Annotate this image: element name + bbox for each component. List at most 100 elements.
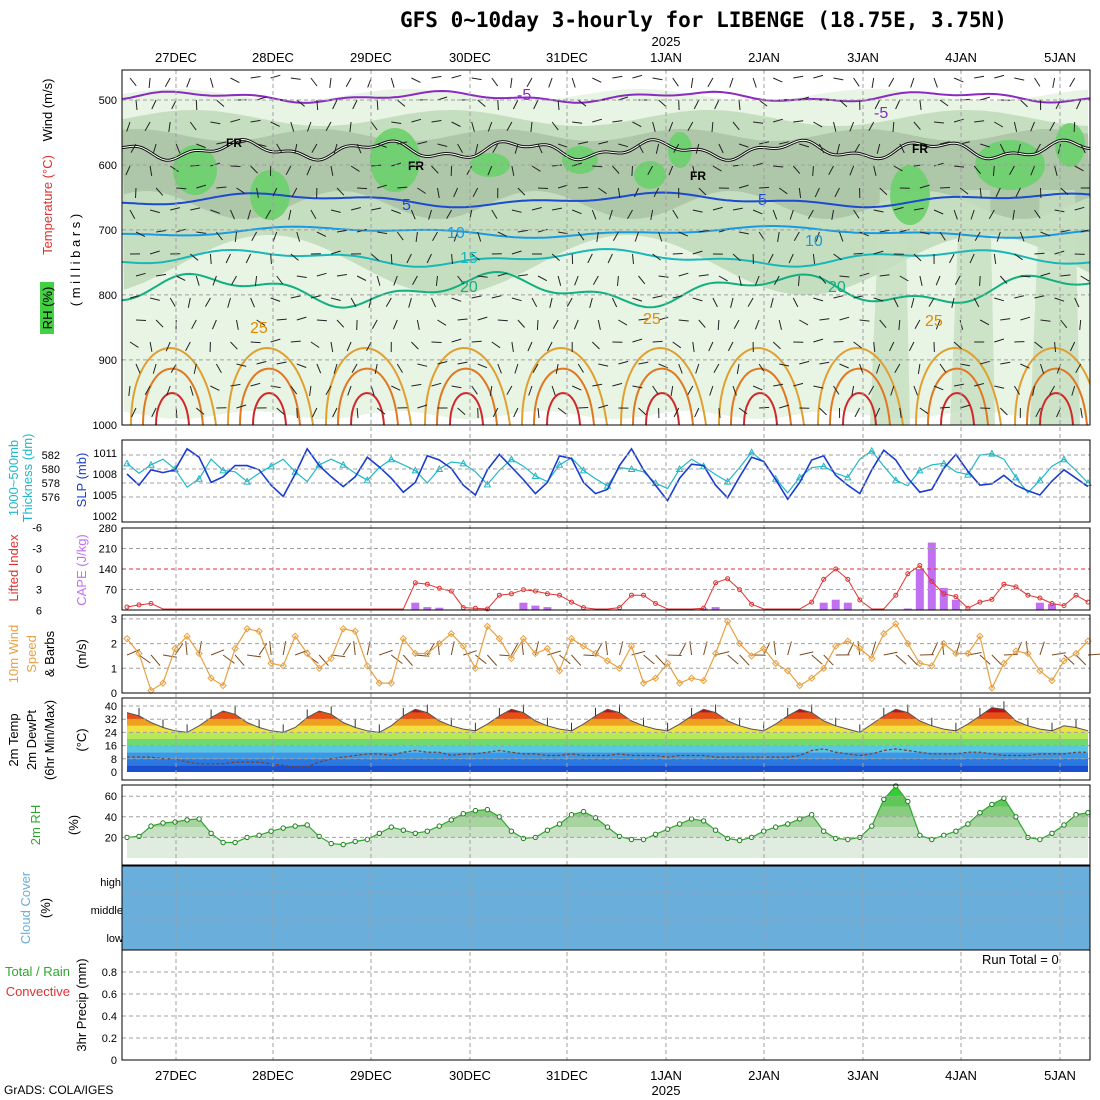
upper-wind-barb [632, 297, 643, 302]
li-point [1049, 601, 1055, 606]
upper-wind-barb [939, 406, 951, 409]
wind10-point [411, 649, 420, 658]
upper-wind-barb [732, 207, 743, 211]
upper-wind-barb [851, 385, 855, 396]
wind-axis-tick-label: 0 [111, 688, 117, 700]
upper-wind-barb [939, 141, 950, 145]
upper-wind-barb [471, 385, 478, 395]
wind10-barb [138, 654, 151, 664]
upper-wind-barb [417, 363, 428, 367]
upper-wind-barb [631, 165, 633, 177]
precip-axis-tick-label: 0.4 [102, 1011, 117, 1023]
upper-wind-barb [149, 209, 160, 214]
upper-wind-barb [128, 385, 131, 396]
upper-wind-barb [497, 272, 508, 277]
upper-wind-barb [126, 121, 131, 132]
upper-wind-barb [175, 275, 186, 281]
panel-frame-li [121, 527, 1091, 611]
wind10-point [339, 625, 347, 633]
upper-wind-barb [578, 141, 589, 145]
li-point [1001, 581, 1007, 587]
upper-wind-barb [672, 253, 683, 255]
upper-wind-barb [290, 385, 298, 395]
li-axis-tick-label: 3 [36, 585, 42, 597]
cape-bar [951, 599, 960, 610]
cape-axis-tick-label: 70 [105, 584, 117, 596]
contour-label-fr: FR [408, 159, 424, 173]
upper-wind-barb [176, 228, 186, 233]
cape-bar [543, 607, 552, 610]
upper-wind-barb [290, 340, 301, 343]
thickness-point [411, 466, 420, 474]
wind10-point [699, 676, 708, 685]
wind10-point [663, 659, 672, 668]
li-point [424, 581, 430, 587]
upper-wind-barb [432, 231, 438, 241]
rh-moist-blob-0 [173, 145, 217, 195]
rh2m-point [712, 827, 719, 833]
upper-wind-barb [814, 187, 820, 198]
wind10-point [255, 627, 263, 635]
wind10-barb [655, 654, 666, 666]
upper-wind-barb [898, 319, 901, 331]
li-point [484, 606, 490, 612]
upper-wind-barb [309, 385, 312, 396]
temp-contour-10 [122, 225, 1090, 239]
upper-wind-barb [779, 404, 789, 409]
dewpt2m-line [127, 748, 1088, 768]
wind10-point [579, 642, 588, 650]
upper-wind-barb [694, 407, 700, 418]
upper-wind-barb [528, 385, 533, 396]
li-point [905, 571, 911, 577]
upper-wind-barb [152, 363, 157, 374]
upper-wind-barb [492, 407, 499, 418]
upper-wind-barb [798, 187, 802, 198]
upper-wind-barb [798, 275, 800, 287]
wind10-barb [1063, 654, 1075, 665]
upper-wind-barb [668, 121, 674, 132]
panel-frame-thk [121, 439, 1091, 523]
panel-frame-wind [121, 614, 1091, 694]
cape-axis-tick-label: 140 [99, 564, 117, 576]
upper-wind-barb [1071, 385, 1076, 396]
thickness-point [795, 473, 804, 481]
wind10-point [495, 634, 504, 643]
li-point [821, 576, 827, 582]
upper-wind-barb [828, 165, 834, 176]
wind10-barb [162, 654, 177, 658]
wind10-point [831, 642, 840, 650]
upper-wind-barb [532, 363, 539, 373]
rh2m-point [893, 783, 899, 789]
upper-wind-barb [773, 165, 784, 168]
upper-wind-barb [256, 187, 259, 198]
upper-wind-barb [168, 121, 171, 132]
wind10-point [123, 634, 131, 643]
wind10-barb [258, 643, 268, 656]
temp-color-band [127, 707, 1088, 713]
upper-wind-barb [672, 77, 679, 87]
upper-wind-barb [839, 275, 850, 278]
rh2m-point [809, 812, 815, 818]
upper-wind-barb [1014, 77, 1025, 81]
upper-wind-barb [1009, 165, 1015, 175]
upper-wind-barb [1069, 77, 1076, 87]
li-axis-tick-label: -6 [32, 523, 42, 535]
upper-wind-barb [477, 316, 488, 321]
rh2m-point [688, 816, 695, 822]
cloud-label: Cloud Cover [18, 871, 33, 944]
rh-color-band [127, 806, 1088, 817]
upper-wind-barb [451, 253, 453, 265]
upper-wind-barb [587, 253, 593, 264]
upper-wind-barb [712, 206, 723, 211]
wind10-barb [547, 650, 561, 656]
upper-wind-barb [551, 253, 560, 261]
upper-wind-barb [999, 275, 1008, 284]
upper-wind-label: Wind (m/s) [40, 79, 55, 142]
upper-wind-barb [437, 143, 448, 147]
panel-frame-temp [121, 697, 1091, 781]
upper-wind-barb [979, 275, 981, 287]
upper-wind-barb [673, 407, 680, 418]
upper-axis-tick-label: 900 [99, 355, 117, 367]
wind10-barb [727, 654, 739, 665]
upper-wind-barb [1030, 165, 1035, 176]
